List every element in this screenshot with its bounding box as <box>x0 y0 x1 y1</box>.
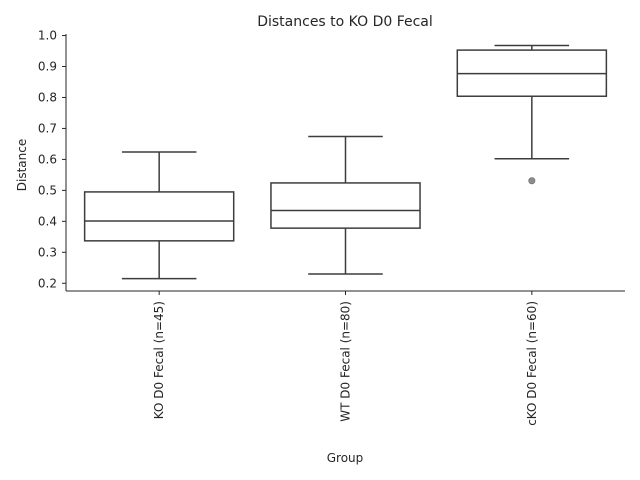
box-iqr <box>83 191 235 242</box>
x-tick-labels: KO D0 Fecal (n=45) WT D0 Fecal (n=80) cKO … <box>152 291 539 426</box>
x-tick-label: cKO D0 Fecal (n=60) <box>525 301 539 426</box>
y-axis-label: Distance <box>15 139 29 191</box>
x-tick-label: KO D0 Fecal (n=45) <box>152 301 166 419</box>
y-tick-label: 0.5 <box>38 183 57 197</box>
y-tick-label: 1.0 <box>38 29 57 43</box>
box-group <box>83 151 235 280</box>
box-iqr <box>270 182 421 229</box>
y-tick-label: 0.4 <box>38 214 57 228</box>
y-tick-labels: 0.2 0.3 0.4 0.5 0.6 0.7 0.8 0.9 1.0 <box>38 29 66 290</box>
x-axis-label: Group <box>327 451 364 465</box>
y-tick-label: 0.3 <box>38 245 57 259</box>
x-tick-label: WT D0 Fecal (n=80) <box>339 301 353 422</box>
y-tick-label: 0.6 <box>38 152 57 166</box>
box-group <box>270 135 421 275</box>
outlier-point <box>528 177 536 185</box>
y-tick-label: 0.2 <box>38 276 57 290</box>
box-group <box>456 44 608 185</box>
y-tick-label: 0.7 <box>38 121 57 135</box>
y-tick-label: 0.8 <box>38 90 57 104</box>
box-series <box>83 44 608 280</box>
y-tick-label: 0.9 <box>38 60 57 74</box>
chart-title: Distances to KO D0 Fecal <box>257 14 433 30</box>
